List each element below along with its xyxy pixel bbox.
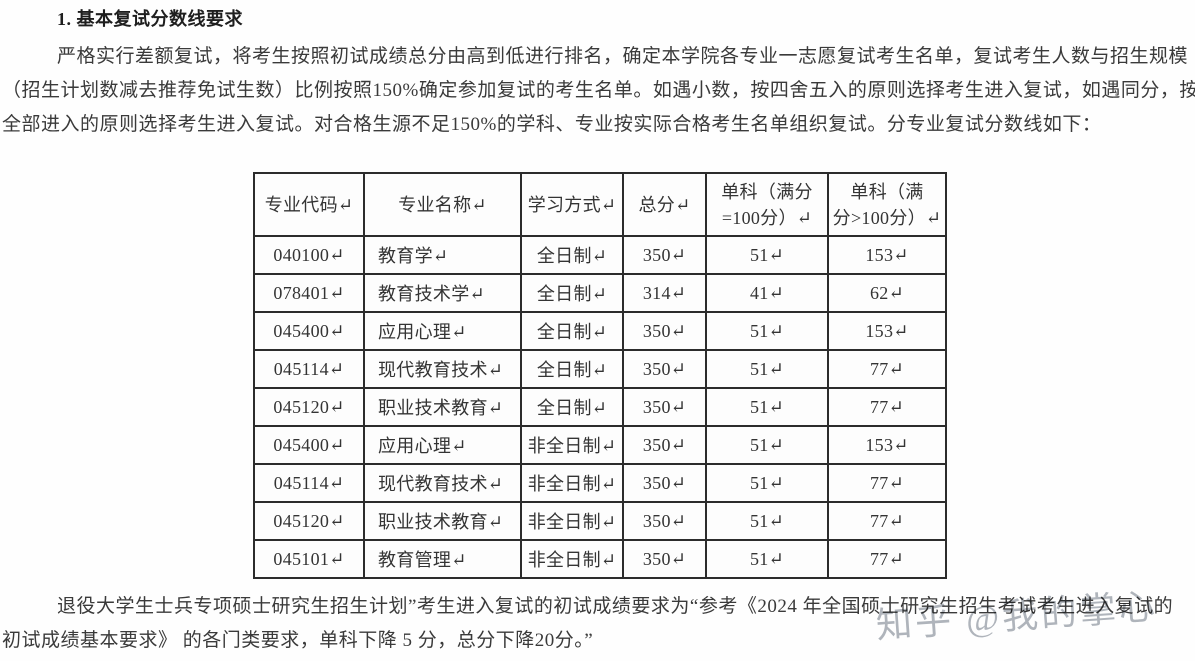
cell-major-name: 职业技术教育↵ <box>363 387 522 427</box>
table-row: 045120↵ 职业技术教育↵ 非全日制↵ 350↵ 51↵ 77↵ <box>253 501 947 541</box>
cell-subject-eq100: 51↵ <box>705 539 829 579</box>
cell-study-mode: 全日制↵ <box>520 235 624 275</box>
cell-study-mode: 非全日制↵ <box>520 501 624 541</box>
table-row: 078401↵ 教育技术学↵ 全日制↵ 314↵ 41↵ 62↵ <box>253 273 947 313</box>
cell-subject-eq100: 51↵ <box>705 349 829 389</box>
cell-subject-eq100: 51↵ <box>705 463 829 503</box>
paragraph2-line2: 初试成绩基本要求》 的各门类要求，单科下降 5 分，总分下降20分。” <box>2 630 594 651</box>
header-study-mode: 学习方式↵ <box>520 172 624 237</box>
table-row: 045114↵ 现代教育技术↵ 全日制↵ 350↵ 51↵ 77↵ <box>253 349 947 389</box>
cell-subject-gt100: 77↵ <box>827 387 947 427</box>
cell-major-code: 045114↵ <box>253 463 365 503</box>
cell-subject-eq100: 51↵ <box>705 387 829 427</box>
cell-total-score: 350↵ <box>622 387 707 427</box>
cell-subject-gt100: 153↵ <box>827 311 947 351</box>
cell-subject-gt100: 77↵ <box>827 539 947 579</box>
table-row: 045101↵ 教育管理↵ 非全日制↵ 350↵ 51↵ 77↵ <box>253 539 947 579</box>
cell-major-code: 045400↵ <box>253 311 365 351</box>
cell-major-name: 应用心理↵ <box>363 425 522 465</box>
score-line-table: 专业代码↵ 专业名称↵ 学习方式↵ 总分↵ 单科（满分 =100分）↵ 单科（满… <box>253 172 947 579</box>
cell-major-code: 078401↵ <box>253 273 365 313</box>
cell-subject-gt100: 77↵ <box>827 501 947 541</box>
cell-study-mode: 全日制↵ <box>520 349 624 389</box>
table-row: 045400↵ 应用心理↵ 全日制↵ 350↵ 51↵ 153↵ <box>253 311 947 351</box>
paragraph1-line1: 严格实行差额复试，将考生按照初试成绩总分由高到低进行排名，确定本学院各专业一志愿… <box>57 46 1189 67</box>
header-major-code: 专业代码↵ <box>253 172 365 237</box>
table-header-row: 专业代码↵ 专业名称↵ 学习方式↵ 总分↵ 单科（满分 =100分）↵ 单科（满… <box>253 172 947 237</box>
cell-subject-gt100: 77↵ <box>827 349 947 389</box>
cell-major-name: 职业技术教育↵ <box>363 501 522 541</box>
score-line-table-wrap: 专业代码↵ 专业名称↵ 学习方式↵ 总分↵ 单科（满分 =100分）↵ 单科（满… <box>253 172 947 579</box>
cell-subject-gt100: 77↵ <box>827 463 947 503</box>
paragraph2-line1: 退役大学生士兵专项硕士研究生招生计划”考生进入复试的初试成绩要求为“参考《202… <box>57 596 1174 617</box>
cell-major-name: 教育管理↵ <box>363 539 522 579</box>
cell-major-code: 045101↵ <box>253 539 365 579</box>
cell-total-score: 350↵ <box>622 425 707 465</box>
paragraph1-line2: （招生计划数减去推荐免试生数）比例按照150%确定参加复试的考生名单。如遇小数，… <box>2 80 1195 101</box>
cell-major-code: 045400↵ <box>253 425 365 465</box>
header-subject-gt100: 单科（满 分>100分）↵ <box>827 172 947 237</box>
cell-study-mode: 全日制↵ <box>520 311 624 351</box>
cell-major-name: 教育学↵ <box>363 235 522 275</box>
cell-subject-gt100: 62↵ <box>827 273 947 313</box>
table-row: 040100↵ 教育学↵ 全日制↵ 350↵ 51↵ 153↵ <box>253 235 947 275</box>
section-title: 1. 基本复试分数线要求 <box>57 9 243 29</box>
cell-total-score: 350↵ <box>622 463 707 503</box>
cell-major-name: 教育技术学↵ <box>363 273 522 313</box>
cell-subject-gt100: 153↵ <box>827 235 947 275</box>
cell-major-name: 现代教育技术↵ <box>363 463 522 503</box>
cell-major-name: 应用心理↵ <box>363 311 522 351</box>
cell-subject-gt100: 153↵ <box>827 425 947 465</box>
cell-total-score: 350↵ <box>622 235 707 275</box>
cell-major-code: 045120↵ <box>253 387 365 427</box>
table-row: 045400↵ 应用心理↵ 非全日制↵ 350↵ 51↵ 153↵ <box>253 425 947 465</box>
header-subject-eq100: 单科（满分 =100分）↵ <box>705 172 829 237</box>
cell-total-score: 350↵ <box>622 349 707 389</box>
header-total-score: 总分↵ <box>622 172 707 237</box>
cell-study-mode: 全日制↵ <box>520 387 624 427</box>
cell-study-mode: 非全日制↵ <box>520 425 624 465</box>
cell-major-code: 045120↵ <box>253 501 365 541</box>
table-row: 045120↵ 职业技术教育↵ 全日制↵ 350↵ 51↵ 77↵ <box>253 387 947 427</box>
cell-total-score: 314↵ <box>622 273 707 313</box>
cell-subject-eq100: 51↵ <box>705 235 829 275</box>
cell-study-mode: 全日制↵ <box>520 273 624 313</box>
cell-major-name: 现代教育技术↵ <box>363 349 522 389</box>
table-row: 045114↵ 现代教育技术↵ 非全日制↵ 350↵ 51↵ 77↵ <box>253 463 947 503</box>
cell-total-score: 350↵ <box>622 539 707 579</box>
paragraph1-line3: 全部进入的原则选择考生进入复试。对合格生源不足150%的学科、专业按实际合格考生… <box>2 114 1102 135</box>
cell-study-mode: 非全日制↵ <box>520 463 624 503</box>
header-major-name: 专业名称↵ <box>363 172 522 237</box>
cell-subject-eq100: 51↵ <box>705 311 829 351</box>
cell-major-code: 040100↵ <box>253 235 365 275</box>
cell-major-code: 045114↵ <box>253 349 365 389</box>
cell-subject-eq100: 41↵ <box>705 273 829 313</box>
cell-total-score: 350↵ <box>622 501 707 541</box>
cell-total-score: 350↵ <box>622 311 707 351</box>
cell-study-mode: 非全日制↵ <box>520 539 624 579</box>
cell-subject-eq100: 51↵ <box>705 501 829 541</box>
cell-subject-eq100: 51↵ <box>705 425 829 465</box>
